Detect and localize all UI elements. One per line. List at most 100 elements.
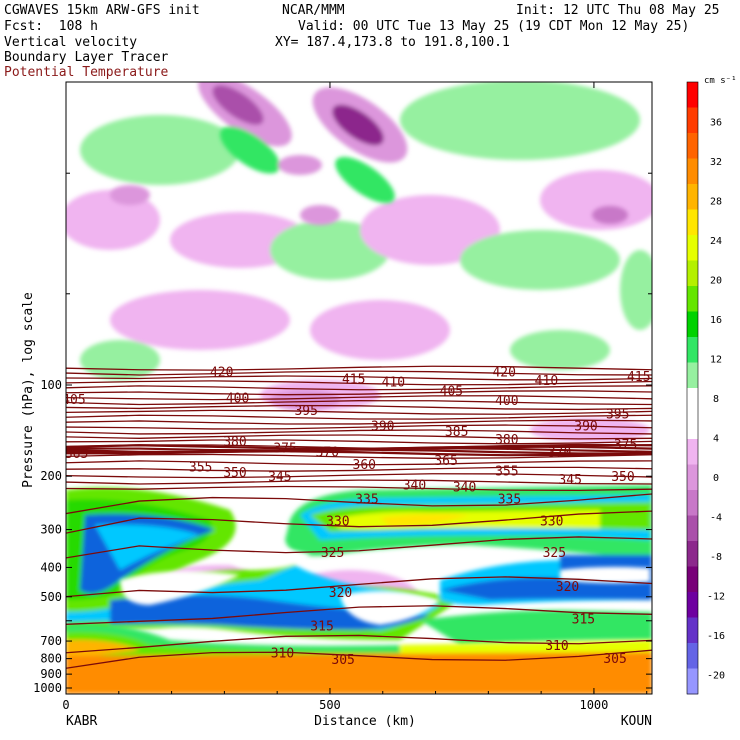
colorbar-swatch [687, 464, 698, 491]
colorbar-unit: cm s⁻¹ [704, 76, 737, 86]
theta-label: 365 [65, 447, 88, 462]
colorbar-swatch [687, 362, 698, 389]
colorbar-swatch [687, 260, 698, 287]
theta-contour [66, 380, 652, 386]
theta-label: 320 [329, 586, 352, 601]
colorbar-swatch [687, 668, 698, 695]
colorbar-swatch [687, 515, 698, 542]
colorbar-label: 4 [713, 433, 719, 444]
colorbar-swatch [687, 566, 698, 593]
y-tick-label: 300 [40, 523, 62, 537]
theta-label: 365 [434, 454, 457, 469]
x-axis-label: Distance (km) [314, 714, 416, 729]
theta-contour [66, 466, 652, 472]
plot-frame [65, 81, 653, 695]
vertical-velocity-shading [66, 82, 652, 694]
colorbar-swatch [687, 184, 698, 210]
theta-label: 395 [606, 407, 629, 422]
theta-label: 325 [543, 546, 566, 561]
cross-section-endpoints: XY= 187.4,173.8 to 191.8,100.1 [275, 35, 510, 50]
theta-label: 390 [574, 419, 597, 434]
colorbar-swatch [687, 643, 698, 669]
colorbar-swatch [687, 592, 698, 618]
colorbar-swatch [687, 286, 698, 312]
field-vertical-velocity: Vertical velocity [4, 35, 138, 50]
theta-label: 385 [445, 425, 468, 440]
colorbar-label: 20 [710, 275, 722, 286]
theta-contour [66, 365, 652, 371]
theta-contour [66, 370, 652, 376]
theta-label: 355 [495, 465, 518, 480]
theta-contour [66, 479, 652, 485]
colorbar-label: -8 [710, 552, 722, 563]
colorbar-label: 8 [713, 394, 719, 405]
potential-temperature-labels: 405 420 400 395 415 410 390 405 385 420 400 380 410 3… [65, 366, 651, 668]
colorbar-label: -12 [707, 591, 725, 602]
theta-contour [66, 419, 652, 425]
potential-temperature-contours [66, 365, 652, 669]
colorbar-swatch [687, 133, 698, 159]
colorbar-label: -20 [707, 670, 725, 681]
theta-contour [66, 429, 652, 435]
theta-label: 375 [614, 438, 637, 453]
theta-label: 315 [572, 613, 595, 628]
theta-label: 310 [545, 639, 568, 654]
theta-contour [66, 473, 652, 479]
theta-label: 420 [210, 366, 233, 381]
theta-contour [66, 375, 652, 381]
theta-label: 400 [495, 394, 518, 409]
valid-time: Valid: 00 UTC Tue 13 May 25 (19 CDT Mon … [298, 19, 690, 34]
theta-label: 315 [310, 620, 333, 635]
theta-contour [66, 414, 652, 420]
theta-label: 395 [294, 404, 317, 419]
theta-contour [66, 460, 652, 466]
colorbar-label: 0 [713, 473, 719, 484]
colorbar-swatch [687, 439, 698, 465]
colorbar-swatch [687, 541, 698, 567]
right-station: KOUN [621, 714, 652, 729]
theta-contour [66, 439, 652, 445]
theta-label: 380 [223, 435, 246, 450]
colorbar-label: 24 [710, 236, 722, 247]
colorbar-swatch [687, 388, 698, 414]
theta-label: 400 [226, 392, 249, 407]
theta-contour [66, 634, 652, 654]
theta-label: 350 [611, 470, 634, 485]
theta-label: 390 [371, 419, 394, 434]
colorbar-swatch [687, 209, 698, 236]
theta-label: 330 [540, 514, 563, 529]
theta-contour [66, 649, 652, 669]
theta-label: 335 [355, 493, 378, 508]
forecast-hour: Fcst: 108 h [4, 19, 98, 34]
colorbar-swatch [687, 107, 698, 134]
colorbar-swatch [687, 158, 698, 185]
theta-label: 305 [603, 652, 626, 667]
theta-contour [66, 434, 652, 440]
y-tick-label: 100 [40, 378, 62, 392]
theta-contour [66, 424, 652, 430]
theta-contour [66, 510, 652, 534]
colorbar-label: 12 [710, 354, 722, 365]
theta-label: 335 [498, 493, 521, 508]
init-time: Init: 12 UTC Thu 08 May 25 [516, 3, 720, 18]
center-name: NCAR/MMM [282, 3, 345, 18]
theta-contour [66, 404, 652, 411]
theta-contour [66, 493, 652, 515]
theta-label: 305 [331, 653, 354, 668]
colorbar-frame [686, 81, 699, 695]
colorbar-swatch [687, 311, 698, 338]
theta-label: 345 [558, 473, 581, 488]
theta-contour [66, 400, 652, 406]
y-tick-label: 800 [40, 652, 62, 666]
theta-label: 370 [316, 445, 339, 460]
theta-label: 325 [321, 546, 344, 561]
colorbar-swatch [687, 235, 698, 261]
colorbar-swatch [687, 617, 698, 644]
colorbar-swatch [687, 82, 698, 108]
y-tick-label: 1000 [33, 681, 62, 695]
colorbar-label: -16 [707, 631, 725, 642]
theta-contour [66, 485, 652, 492]
colorbar-swatch [687, 337, 698, 363]
